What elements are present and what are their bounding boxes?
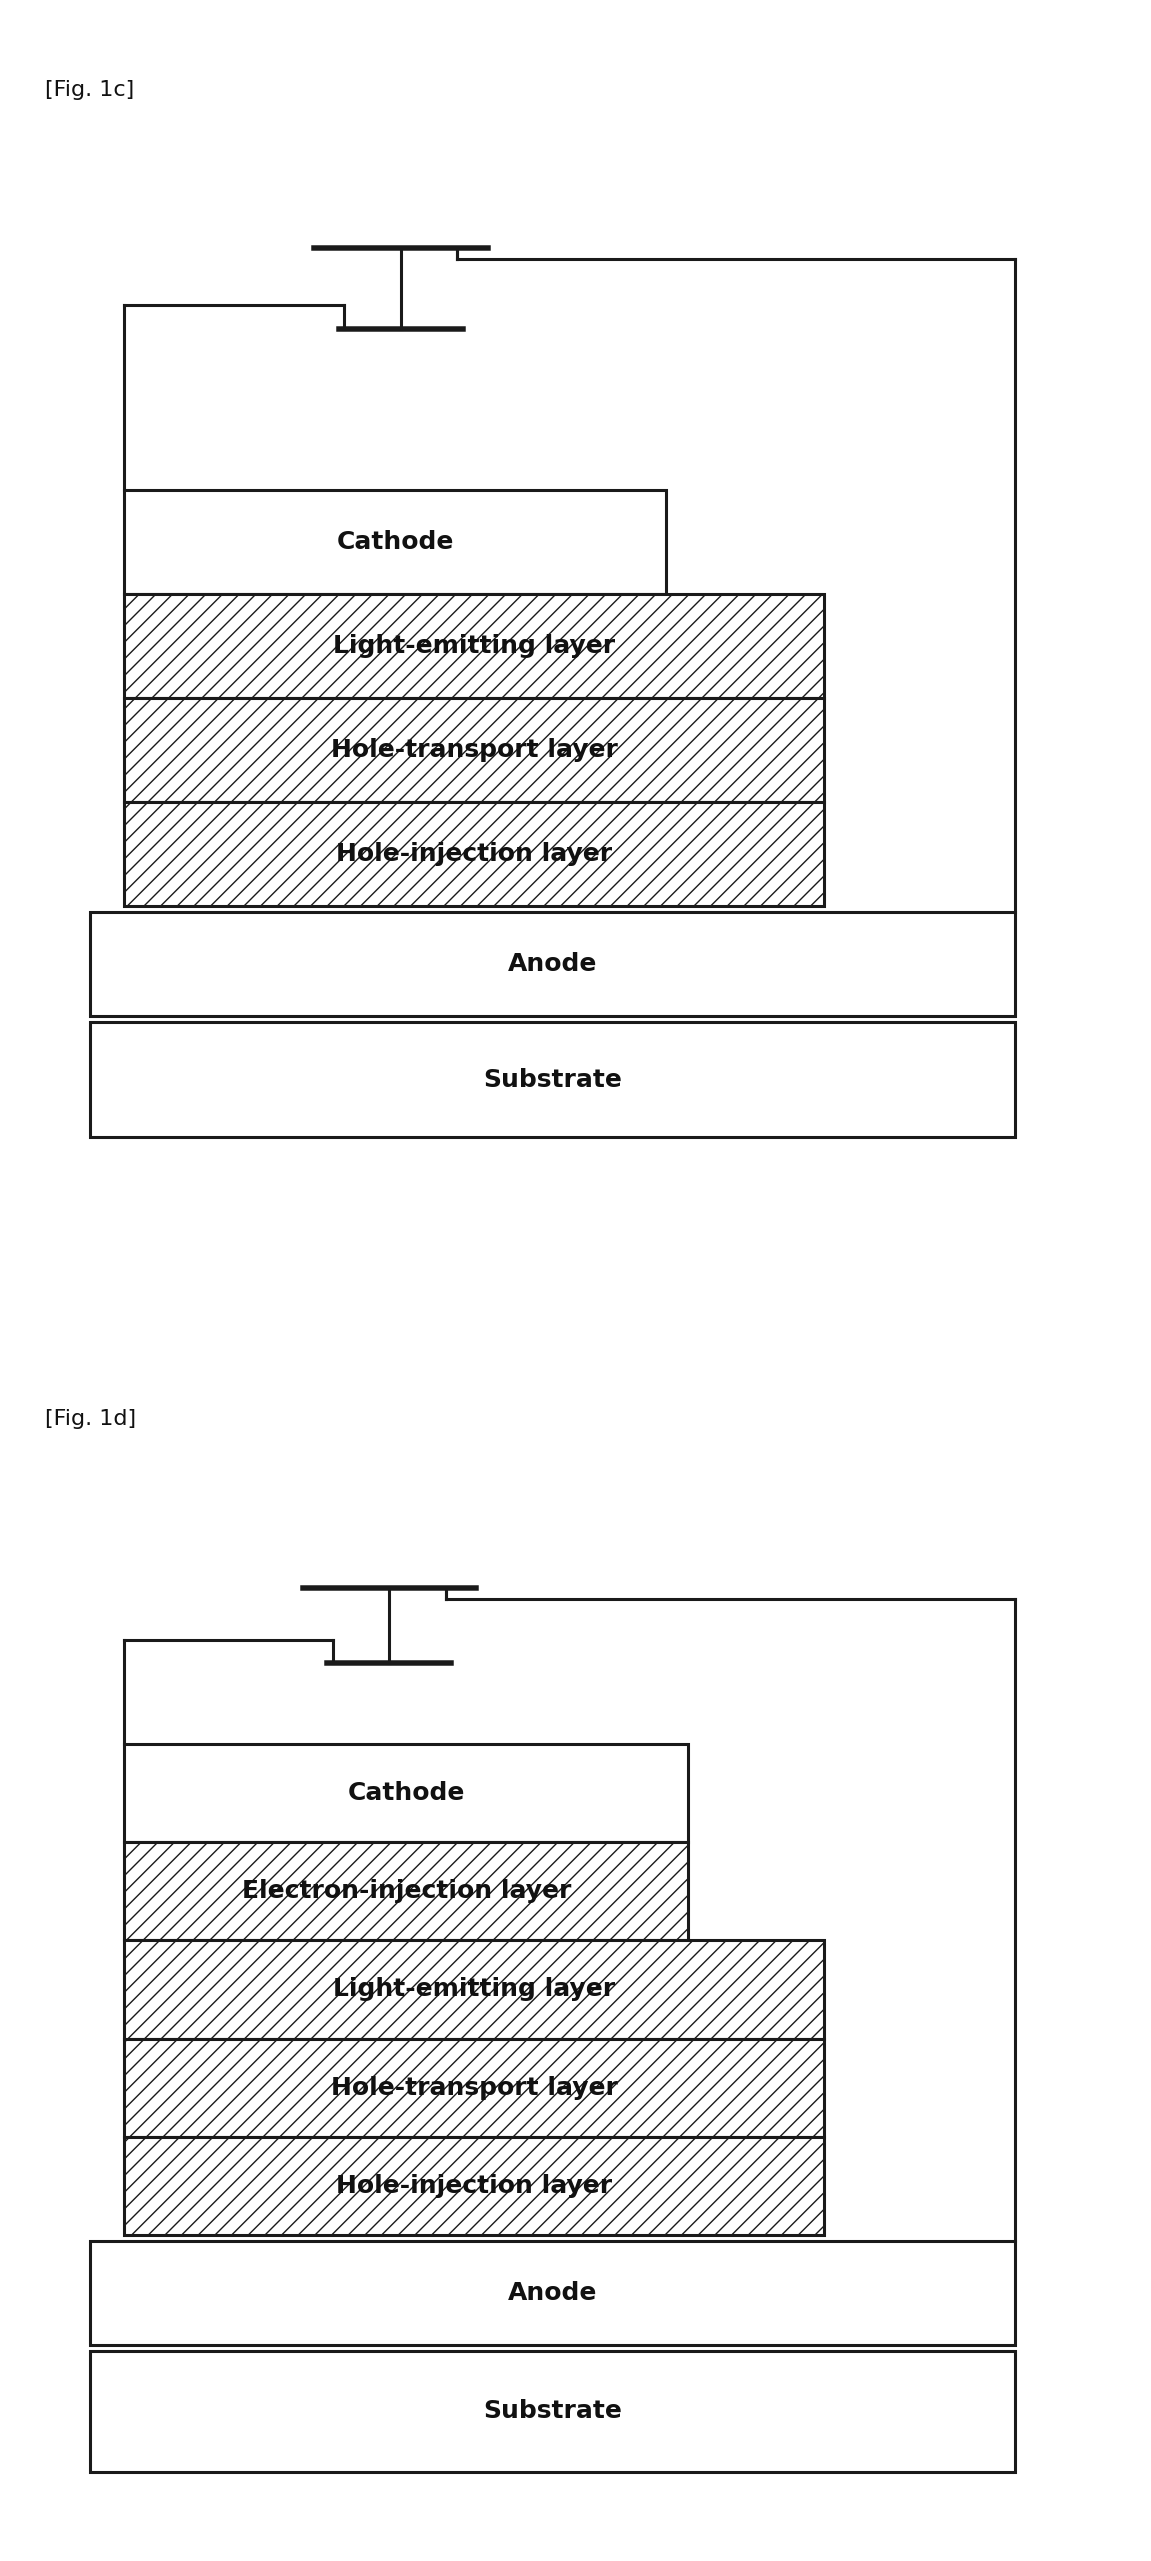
Bar bbox=[91, 2351, 1015, 2471]
Text: Cathode: Cathode bbox=[348, 1780, 465, 1806]
Bar bbox=[124, 1744, 688, 1841]
Bar bbox=[124, 594, 824, 699]
Text: Light-emitting layer: Light-emitting layer bbox=[333, 635, 615, 658]
Bar bbox=[124, 2039, 824, 2136]
Text: Hole-transport layer: Hole-transport layer bbox=[330, 2074, 617, 2100]
Bar bbox=[124, 802, 824, 907]
Text: Hole-injection layer: Hole-injection layer bbox=[336, 843, 612, 866]
Bar bbox=[124, 489, 665, 594]
Bar bbox=[124, 1941, 824, 2039]
Text: Cathode: Cathode bbox=[336, 530, 453, 553]
Text: Hole-transport layer: Hole-transport layer bbox=[330, 738, 617, 763]
Text: Electron-injection layer: Electron-injection layer bbox=[242, 1880, 571, 1903]
Text: [Fig. 1d]: [Fig. 1d] bbox=[45, 1409, 137, 1429]
Bar bbox=[124, 2136, 824, 2236]
Bar bbox=[91, 912, 1015, 1017]
Bar bbox=[124, 1841, 688, 1941]
Text: [Fig. 1c]: [Fig. 1c] bbox=[45, 79, 135, 100]
Text: Hole-injection layer: Hole-injection layer bbox=[336, 2174, 612, 2197]
Text: Substrate: Substrate bbox=[483, 2400, 623, 2423]
Text: Substrate: Substrate bbox=[483, 1068, 623, 1091]
Text: Anode: Anode bbox=[509, 2282, 597, 2305]
Bar bbox=[124, 699, 824, 802]
Text: Anode: Anode bbox=[509, 953, 597, 976]
Text: Light-emitting layer: Light-emitting layer bbox=[333, 1977, 615, 2003]
Bar bbox=[91, 2241, 1015, 2346]
Bar bbox=[91, 1022, 1015, 1137]
